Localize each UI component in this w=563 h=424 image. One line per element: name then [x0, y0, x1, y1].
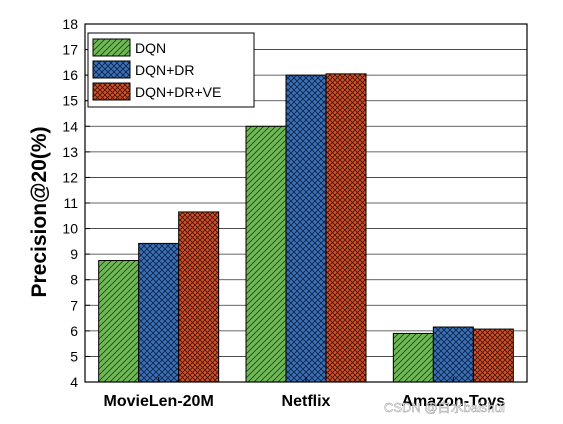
legend-label: DQN+DR+VE	[135, 84, 221, 100]
legend-label: DQN	[135, 40, 166, 56]
y-tick-label: 13	[62, 144, 78, 160]
bar-dqn-dr-ve-movielen-20m	[178, 211, 220, 383]
bar-dqn-movielen-20m	[98, 260, 140, 383]
y-tick-label: 8	[70, 272, 78, 288]
y-tick-label: 7	[70, 297, 78, 313]
bar-dqn-netflix	[245, 125, 287, 383]
y-tick-label: 10	[62, 221, 78, 237]
legend-swatch	[92, 60, 131, 79]
y-tick-label: 17	[62, 42, 78, 58]
legend-label: DQN+DR	[135, 62, 195, 78]
bar-dqn-dr-movielen-20m	[138, 242, 180, 383]
legend: DQN DQN+DR DQN+DR+VE	[87, 32, 255, 108]
y-tick-label: 6	[70, 323, 78, 339]
bar-dqn-dr-netflix	[285, 74, 327, 383]
bar-dqn-dr-amazon-toys	[432, 326, 474, 383]
y-tick-label: 15	[62, 93, 78, 109]
watermark: CSDN @白水baishui	[384, 400, 505, 415]
y-tick-label: 9	[70, 246, 78, 262]
x-category-label: Amazon-Toys	[401, 393, 505, 410]
y-tick-label: 12	[62, 169, 78, 185]
bar-dqn-dr-ve-netflix	[325, 73, 367, 383]
y-tick-label: 14	[62, 118, 78, 134]
bars	[98, 73, 514, 383]
bar-dqn-amazon-toys	[392, 332, 434, 383]
y-axis-title: Precision@20(%)	[28, 126, 51, 297]
y-tick-label: 16	[62, 67, 78, 83]
x-category-label: MovieLen-20M	[104, 393, 214, 410]
bar-dqn-dr-ve-amazon-toys	[472, 328, 514, 383]
x-axis: MovieLen-20M Netflix Amazon-Toys	[104, 377, 505, 410]
y-axis: 4 5 6 7 8 9 10 11 12 13 14 15 16 17 18	[62, 16, 90, 390]
y-tick-label: 4	[70, 374, 78, 390]
y-tick-label: 5	[70, 348, 78, 364]
legend-swatch	[92, 82, 131, 101]
y-tick-label: 18	[62, 16, 78, 32]
legend-swatch	[92, 38, 131, 57]
y-tick-label: 11	[63, 195, 78, 211]
x-category-label: Netflix	[282, 393, 331, 410]
